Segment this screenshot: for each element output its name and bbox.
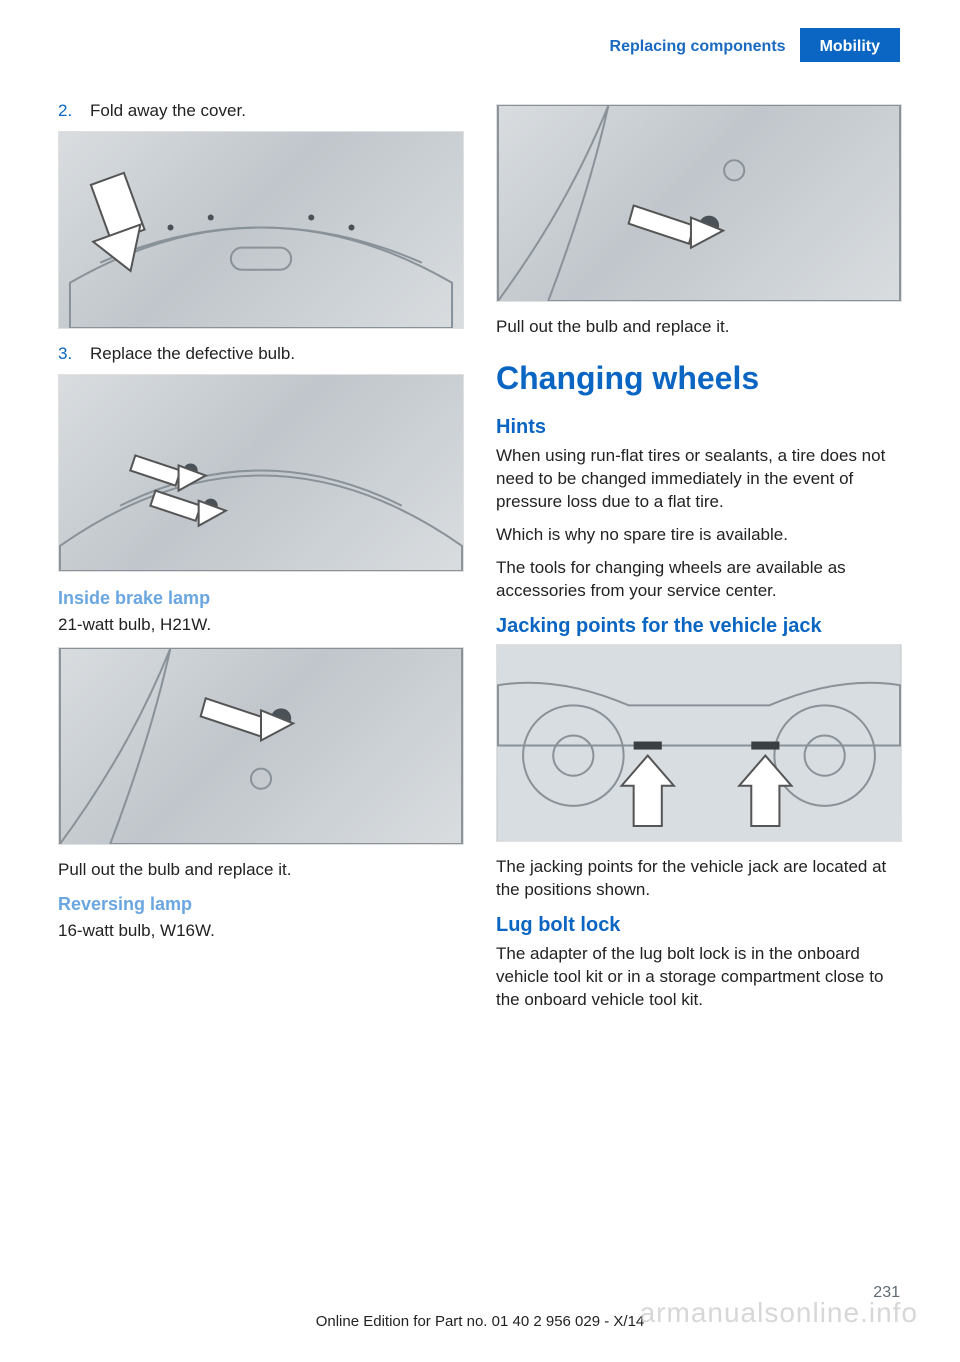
figure-replace-bulb <box>58 374 464 572</box>
hints-paragraph-1: When using run-flat tires or sealants, a… <box>496 445 902 514</box>
figure-fold-cover <box>58 131 464 329</box>
page-number: 231 <box>873 1282 900 1304</box>
reversing-lamp-spec: 16-watt bulb, W16W. <box>58 920 464 943</box>
content-columns: 2. Fold away the cover. 3. Replace the d… <box>58 100 902 1022</box>
left-column: 2. Fold away the cover. 3. Replace the d… <box>58 100 464 1022</box>
figure-reversing-lamp <box>496 104 902 302</box>
step-3: 3. Replace the defective bulb. <box>58 343 464 366</box>
heading-changing-wheels: Changing wheels <box>496 357 902 400</box>
breadcrumb: Replacing components Mobility <box>596 28 900 62</box>
jacking-points-caption: The jacking points for the vehicle jack … <box>496 856 902 902</box>
heading-lug-bolt-lock: Lug bolt lock <box>496 912 902 939</box>
right-column: Pull out the bulb and replace it. Changi… <box>496 100 902 1022</box>
step-number: 3. <box>58 343 78 366</box>
step-text: Fold away the cover. <box>90 100 246 123</box>
heading-inside-brake-lamp: Inside brake lamp <box>58 586 464 610</box>
figure-jacking-points <box>496 644 902 842</box>
hints-paragraph-3: The tools for changing wheels are availa… <box>496 557 902 603</box>
hints-paragraph-2: Which is why no spare tire is available. <box>496 524 902 547</box>
step-number: 2. <box>58 100 78 123</box>
reversing-lamp-caption: Pull out the bulb and replace it. <box>496 316 902 339</box>
breadcrumb-section: Replacing components <box>596 28 800 62</box>
heading-jacking-points: Jacking points for the vehicle jack <box>496 613 902 640</box>
brake-lamp-spec: 21-watt bulb, H21W. <box>58 614 464 637</box>
footer-edition-line: Online Edition for Part no. 01 40 2 956 … <box>0 1312 960 1332</box>
step-text: Replace the defective bulb. <box>90 343 295 366</box>
breadcrumb-chapter: Mobility <box>800 28 900 62</box>
heading-hints: Hints <box>496 414 902 441</box>
brake-lamp-caption: Pull out the bulb and replace it. <box>58 859 464 882</box>
step-2: 2. Fold away the cover. <box>58 100 464 123</box>
heading-reversing-lamp: Reversing lamp <box>58 892 464 916</box>
lug-bolt-paragraph: The adapter of the lug bolt lock is in t… <box>496 943 902 1012</box>
figure-brake-lamp <box>58 647 464 845</box>
